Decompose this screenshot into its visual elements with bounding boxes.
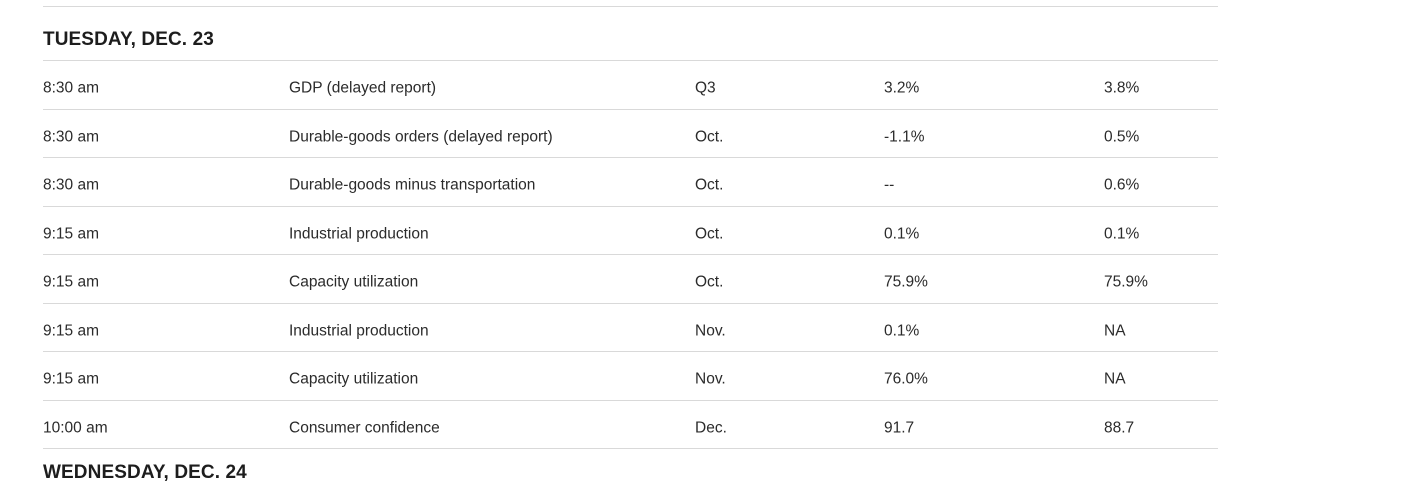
period-cell: Nov. bbox=[695, 370, 726, 388]
report-cell: Consumer confidence bbox=[289, 419, 440, 437]
divider bbox=[43, 6, 1218, 7]
period-cell: Oct. bbox=[695, 225, 724, 243]
time-cell: 8:30 am bbox=[43, 128, 100, 146]
economic-calendar: TUESDAY, DEC. 23 8:30 am GDP (delayed re… bbox=[43, 0, 1218, 484]
report-cell: Durable-goods orders (delayed report) bbox=[289, 128, 553, 146]
actual-cell: 0.1% bbox=[884, 322, 920, 340]
forecast-cell: 3.8% bbox=[1104, 79, 1140, 97]
actual-cell: 76.0% bbox=[884, 370, 928, 388]
report-cell: Industrial production bbox=[289, 225, 429, 243]
period-cell: Dec. bbox=[695, 419, 727, 437]
actual-cell: 3.2% bbox=[884, 79, 920, 97]
forecast-cell: 0.1% bbox=[1104, 225, 1140, 243]
period-cell: Q3 bbox=[695, 79, 716, 97]
day-label: WEDNESDAY, DEC. 24 bbox=[43, 462, 247, 484]
actual-cell: -1.1% bbox=[884, 128, 925, 146]
actual-cell: 91.7 bbox=[884, 419, 915, 437]
table-row: 9:15 am Capacity utilization Nov. 76.0% … bbox=[43, 352, 1218, 401]
table-row: 8:30 am Durable-goods orders (delayed re… bbox=[43, 110, 1218, 159]
report-cell: Industrial production bbox=[289, 322, 429, 340]
report-cell: Capacity utilization bbox=[289, 370, 419, 388]
time-cell: 10:00 am bbox=[43, 419, 108, 437]
time-cell: 8:30 am bbox=[43, 79, 100, 97]
forecast-cell: NA bbox=[1104, 370, 1126, 388]
report-cell: Capacity utilization bbox=[289, 273, 419, 291]
table-row: 8:30 am Durable-goods minus transportati… bbox=[43, 158, 1218, 207]
actual-cell: -- bbox=[884, 176, 895, 194]
report-cell: Durable-goods minus transportation bbox=[289, 176, 536, 194]
day-section-header-wednesday: WEDNESDAY, DEC. 24 bbox=[43, 449, 1218, 484]
time-cell: 9:15 am bbox=[43, 322, 100, 340]
forecast-cell: 0.6% bbox=[1104, 176, 1140, 194]
divider bbox=[43, 60, 1218, 61]
time-cell: 9:15 am bbox=[43, 370, 100, 388]
time-cell: 8:30 am bbox=[43, 176, 100, 194]
table-row: 9:15 am Capacity utilization Oct. 75.9% … bbox=[43, 255, 1218, 304]
period-cell: Oct. bbox=[695, 176, 724, 194]
table-row: 10:00 am Consumer confidence Dec. 91.7 8… bbox=[43, 401, 1218, 450]
table-row: 9:15 am Industrial production Nov. 0.1% … bbox=[43, 304, 1218, 353]
time-cell: 9:15 am bbox=[43, 273, 100, 291]
forecast-cell: 75.9% bbox=[1104, 273, 1148, 291]
forecast-cell: 88.7 bbox=[1104, 419, 1135, 437]
period-cell: Nov. bbox=[695, 322, 726, 340]
forecast-cell: 0.5% bbox=[1104, 128, 1140, 146]
forecast-cell: NA bbox=[1104, 322, 1126, 340]
actual-cell: 75.9% bbox=[884, 273, 928, 291]
table-row: 8:30 am GDP (delayed report) Q3 3.2% 3.8… bbox=[43, 61, 1218, 110]
actual-cell: 0.1% bbox=[884, 225, 920, 243]
table-row: 9:15 am Industrial production Oct. 0.1% … bbox=[43, 207, 1218, 256]
time-cell: 9:15 am bbox=[43, 225, 100, 243]
period-cell: Oct. bbox=[695, 273, 724, 291]
day-section-header-tuesday: TUESDAY, DEC. 23 bbox=[43, 7, 1218, 60]
report-cell: GDP (delayed report) bbox=[289, 79, 437, 97]
day-label: TUESDAY, DEC. 23 bbox=[43, 29, 214, 50]
period-cell: Oct. bbox=[695, 128, 724, 146]
